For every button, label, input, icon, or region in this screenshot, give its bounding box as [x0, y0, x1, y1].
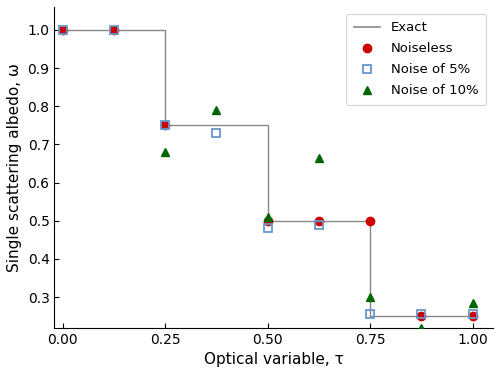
Legend: Exact, Noiseless, Noise of 5%, Noise of 10%: Exact, Noiseless, Noise of 5%, Noise of … — [346, 13, 486, 105]
Y-axis label: Single scattering albedo, ω: Single scattering albedo, ω — [7, 63, 22, 272]
X-axis label: Optical variable, τ: Optical variable, τ — [204, 352, 344, 367]
